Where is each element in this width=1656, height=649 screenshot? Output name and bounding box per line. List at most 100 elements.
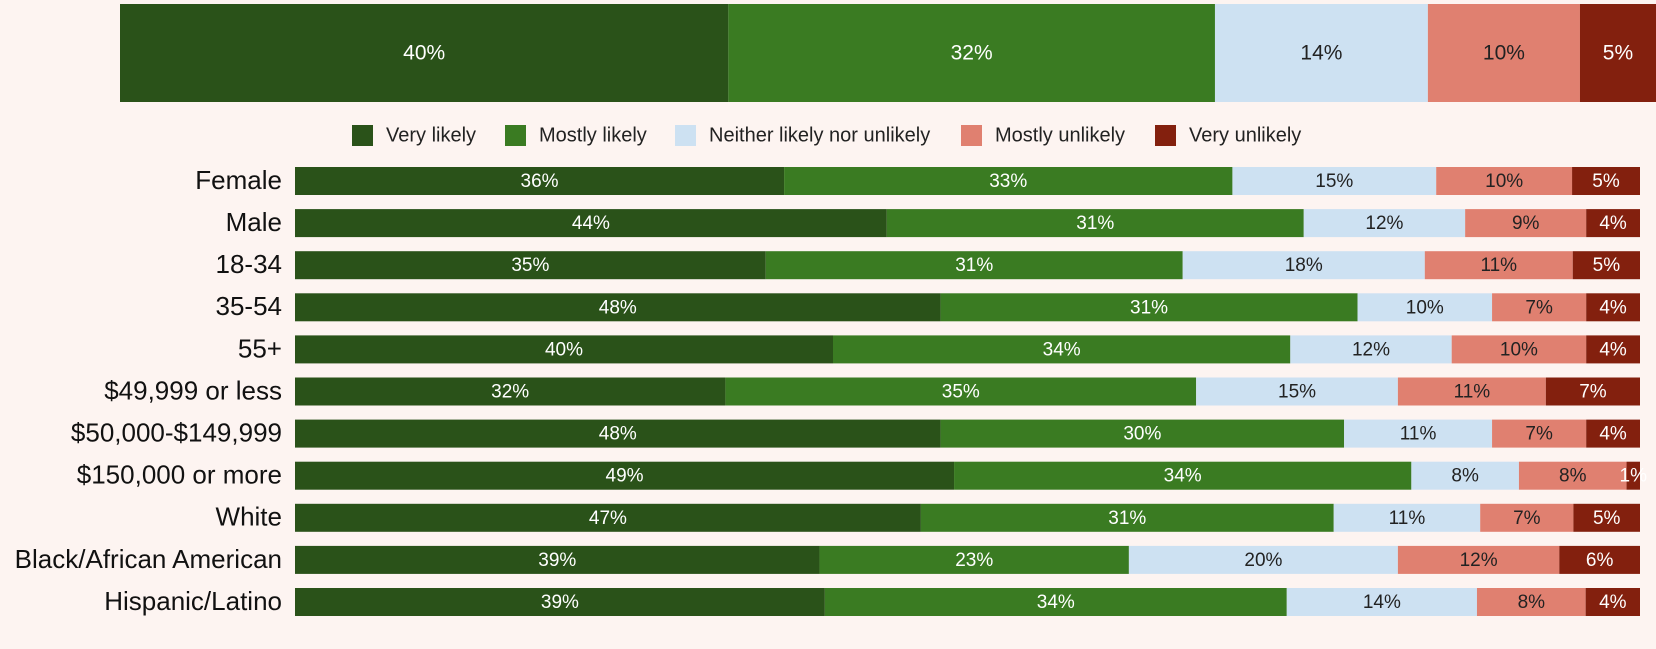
row-segment-very-likely bbox=[295, 167, 785, 195]
row-segment-very-likely bbox=[295, 503, 921, 532]
row-segment-mostly-unlikely bbox=[1492, 419, 1587, 448]
row-label-mostly-unlikely: 12% bbox=[1460, 550, 1498, 571]
category-label: 35-54 bbox=[216, 291, 283, 321]
legend-label: Very likely bbox=[386, 124, 476, 146]
row-label-very-likely: 49% bbox=[606, 466, 644, 487]
row-segment-mostly-likely bbox=[784, 167, 1233, 195]
legend-swatch bbox=[961, 125, 982, 146]
total-label-very-unlikely: 5% bbox=[1603, 42, 1633, 65]
row-label-mostly-unlikely: 8% bbox=[1518, 592, 1546, 613]
row-segment-very-unlikely bbox=[1586, 419, 1640, 448]
row-label-very-likely: 47% bbox=[589, 508, 627, 529]
bar-row-male: 44% 31% 12% 9% 4% bbox=[295, 209, 1640, 238]
row-segment-very-likely bbox=[295, 377, 726, 406]
bar-row-black-african-american: 39% 23% 20% 12% 6% bbox=[295, 545, 1640, 574]
row-label-very-unlikely: 4% bbox=[1599, 297, 1627, 318]
total-segment-very-likely bbox=[120, 4, 729, 102]
legend-item-neither-likely-nor-unlikely: Neither likely nor unlikely bbox=[675, 124, 930, 146]
row-label-mostly-unlikely: 7% bbox=[1513, 508, 1541, 529]
category-labels: Female Male 18-34 35-54 55+ $49,999 or less $5… bbox=[15, 165, 282, 616]
row-segment-very-unlikely bbox=[1572, 251, 1640, 280]
total-label-very-likely: 40% bbox=[403, 42, 445, 65]
bar-row-150-000-or-more: 49% 34% 8% 8% 1% bbox=[295, 461, 1647, 490]
legend-item-very-likely: Very likely bbox=[352, 124, 476, 146]
row-label-mostly-likely: 33% bbox=[989, 171, 1027, 192]
total-bar: 40% 32% 14% 10% 5% bbox=[120, 4, 1656, 102]
bar-row-55: 40% 34% 12% 10% 4% bbox=[295, 335, 1640, 364]
row-label-mostly-likely: 23% bbox=[955, 550, 993, 571]
legend-item-mostly-likely: Mostly likely bbox=[505, 124, 647, 146]
total-segment-very-unlikely bbox=[1579, 4, 1656, 102]
row-segment-neither-likely-nor-unlikely bbox=[1411, 461, 1519, 490]
row-label-mostly-likely: 31% bbox=[955, 255, 993, 276]
row-segment-mostly-unlikely bbox=[1518, 461, 1627, 490]
row-label-very-likely: 44% bbox=[572, 213, 610, 234]
row-segment-very-likely bbox=[295, 419, 941, 448]
row-segment-mostly-unlikely bbox=[1465, 209, 1587, 238]
row-segment-very-likely bbox=[295, 335, 833, 364]
row-label-mostly-likely: 31% bbox=[1076, 213, 1114, 234]
row-segment-neither-likely-nor-unlikely bbox=[1196, 377, 1398, 406]
row-segment-mostly-likely bbox=[725, 377, 1197, 406]
row-label-very-unlikely: 5% bbox=[1592, 171, 1620, 192]
row-segment-mostly-likely bbox=[886, 209, 1304, 238]
row-label-mostly-unlikely: 10% bbox=[1500, 339, 1538, 360]
row-segment-very-likely bbox=[295, 293, 941, 322]
row-label-mostly-likely: 31% bbox=[1130, 297, 1168, 318]
row-label-very-unlikely: 4% bbox=[1599, 592, 1627, 613]
category-label: $49,999 or less bbox=[104, 375, 282, 405]
row-label-very-likely: 32% bbox=[491, 382, 529, 403]
row-segment-very-unlikely bbox=[1586, 293, 1640, 322]
row-label-neither-likely-nor-unlikely: 8% bbox=[1451, 466, 1479, 487]
total-segment-neither-likely-nor-unlikely bbox=[1214, 4, 1428, 102]
legend-swatch bbox=[352, 125, 373, 146]
row-label-mostly-likely: 35% bbox=[942, 382, 980, 403]
bar-row-hispanic-latino: 39% 34% 14% 8% 4% bbox=[295, 588, 1640, 616]
row-segment-very-unlikely bbox=[1586, 209, 1640, 238]
row-label-very-unlikely: 4% bbox=[1599, 213, 1627, 234]
legend-label: Mostly likely bbox=[539, 124, 647, 146]
row-label-very-likely: 36% bbox=[521, 171, 559, 192]
row-segment-mostly-likely bbox=[920, 503, 1334, 532]
row-label-mostly-unlikely: 10% bbox=[1485, 171, 1523, 192]
row-segment-neither-likely-nor-unlikely bbox=[1182, 251, 1425, 280]
category-label: Female bbox=[195, 165, 282, 195]
row-label-very-unlikely: 4% bbox=[1599, 424, 1627, 445]
row-segment-very-likely bbox=[295, 209, 887, 238]
row-segment-neither-likely-nor-unlikely bbox=[1333, 503, 1481, 532]
row-segment-mostly-likely bbox=[833, 335, 1291, 364]
row-label-neither-likely-nor-unlikely: 15% bbox=[1278, 382, 1316, 403]
row-segment-mostly-unlikely bbox=[1451, 335, 1587, 364]
row-label-very-likely: 39% bbox=[541, 592, 579, 613]
total-segment-mostly-unlikely bbox=[1427, 4, 1580, 102]
bar-row-18-34: 35% 31% 18% 11% 5% bbox=[295, 251, 1640, 280]
row-label-very-unlikely: 4% bbox=[1599, 339, 1627, 360]
row-segment-neither-likely-nor-unlikely bbox=[1232, 167, 1437, 195]
row-label-mostly-likely: 31% bbox=[1108, 508, 1146, 529]
row-segment-very-unlikely bbox=[1626, 461, 1640, 490]
legend-item-mostly-unlikely: Mostly unlikely bbox=[961, 124, 1125, 146]
row-label-mostly-likely: 30% bbox=[1123, 424, 1161, 445]
row-segment-very-unlikely bbox=[1545, 377, 1640, 406]
row-segment-mostly-likely bbox=[954, 461, 1412, 490]
row-label-mostly-unlikely: 11% bbox=[1454, 382, 1491, 403]
total-label-mostly-likely: 32% bbox=[951, 42, 993, 65]
category-label: Black/African American bbox=[15, 544, 282, 574]
row-label-neither-likely-nor-unlikely: 10% bbox=[1406, 297, 1444, 318]
row-label-mostly-likely: 34% bbox=[1164, 466, 1202, 487]
bar-rows: 36% 33% 15% 10% 5% 44% 31% 12% 9% 4% 35% 31% 18% 11% 5… bbox=[295, 167, 1647, 616]
row-segment-mostly-likely bbox=[819, 545, 1129, 574]
row-segment-neither-likely-nor-unlikely bbox=[1286, 588, 1477, 616]
row-label-neither-likely-nor-unlikely: 11% bbox=[1389, 508, 1426, 529]
row-segment-very-unlikely bbox=[1585, 588, 1640, 616]
row-label-neither-likely-nor-unlikely: 12% bbox=[1352, 339, 1390, 360]
row-segment-mostly-unlikely bbox=[1476, 588, 1586, 616]
row-label-mostly-unlikely: 7% bbox=[1525, 297, 1553, 318]
row-label-mostly-unlikely: 9% bbox=[1512, 213, 1540, 234]
row-segment-mostly-likely bbox=[824, 588, 1287, 616]
bar-row-35-54: 48% 31% 10% 7% 4% bbox=[295, 293, 1640, 322]
row-label-mostly-likely: 34% bbox=[1043, 339, 1081, 360]
row-label-neither-likely-nor-unlikely: 14% bbox=[1363, 592, 1401, 613]
row-label-very-unlikely: 5% bbox=[1593, 508, 1621, 529]
